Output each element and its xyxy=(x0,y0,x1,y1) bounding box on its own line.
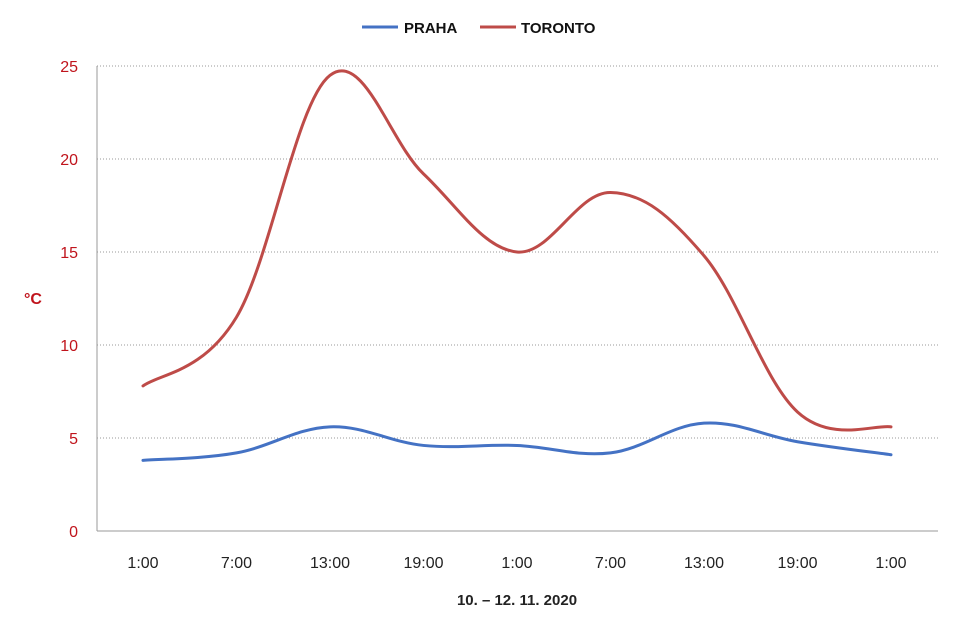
y-tick-label: 5 xyxy=(69,431,78,448)
series-line-toronto xyxy=(141,69,893,432)
series-line-praha xyxy=(141,421,893,462)
x-tick-label: 13:00 xyxy=(310,555,350,572)
x-tick-label: 13:00 xyxy=(684,555,724,572)
legend: PRAHA TORONTO xyxy=(362,20,596,37)
x-tick-label: 19:00 xyxy=(777,555,817,572)
y-tick-label: 15 xyxy=(60,245,78,262)
y-tick-label: 20 xyxy=(60,152,78,169)
y-axis-ticks: 0 5 10 15 20 25 xyxy=(60,59,78,541)
y-tick-label: 25 xyxy=(60,59,78,76)
x-tick-label: 1:00 xyxy=(501,555,532,572)
x-tick-label: 7:00 xyxy=(595,555,626,572)
y-tick-label: 0 xyxy=(69,524,78,541)
series-lines xyxy=(141,69,893,462)
x-axis-ticks: 1:00 7:00 13:00 19:00 1:00 7:00 13:00 19:00 1:00 xyxy=(127,555,906,572)
x-tick-label: 1:00 xyxy=(127,555,158,572)
grid-lines xyxy=(96,65,938,532)
x-tick-label: 1:00 xyxy=(875,555,906,572)
y-tick-label: 10 xyxy=(60,338,78,355)
legend-label-praha: PRAHA xyxy=(404,20,458,37)
x-tick-label: 7:00 xyxy=(221,555,252,572)
y-axis-label: °C xyxy=(24,291,42,308)
legend-label-toronto: TORONTO xyxy=(521,20,596,37)
x-axis-label: 10. – 12. 11. 2020 xyxy=(457,592,577,609)
x-tick-label: 19:00 xyxy=(403,555,443,572)
